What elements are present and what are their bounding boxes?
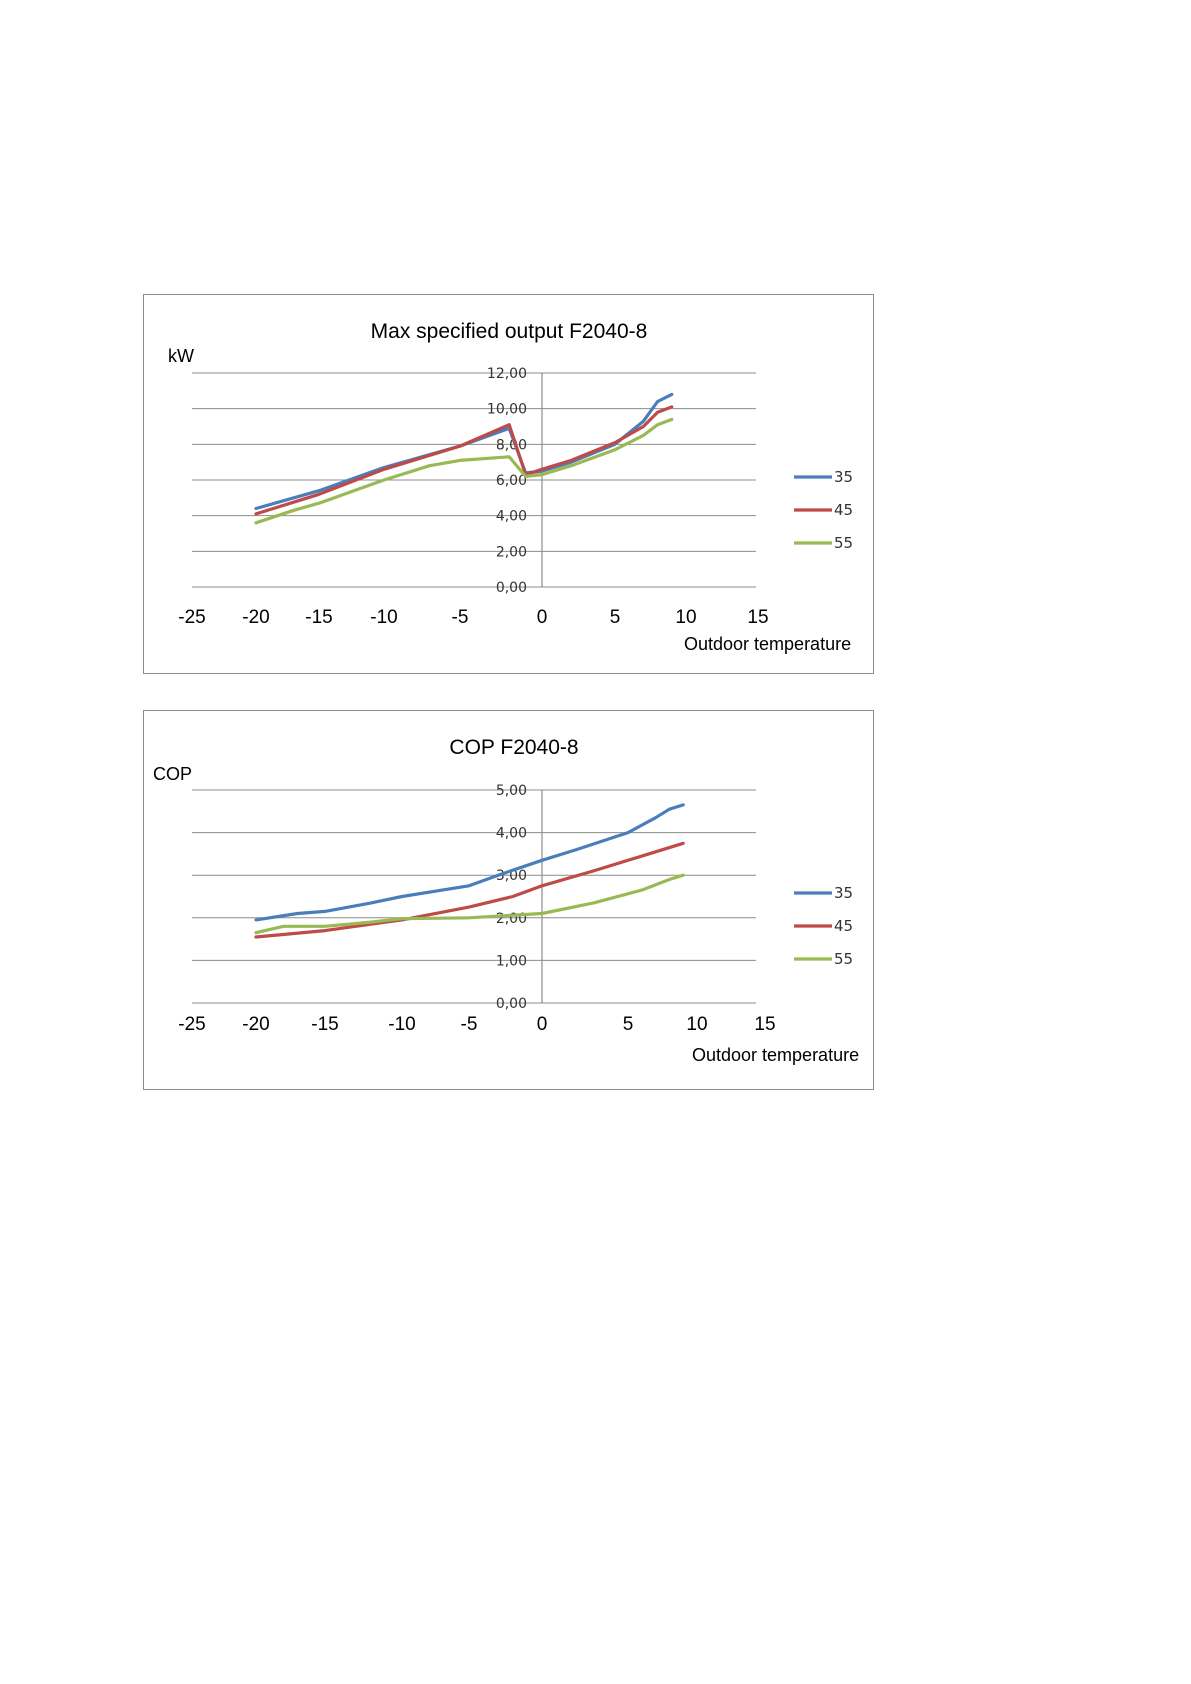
y-axis-label: COP [153, 764, 192, 784]
x-tick-label: 0 [537, 1014, 548, 1035]
x-tick-label: 5 [610, 607, 621, 628]
y-tick-label: 4,00 [496, 509, 527, 525]
x-axis-label: Outdoor temperature [692, 1045, 859, 1065]
x-tick-label: -20 [242, 1014, 269, 1035]
x-tick-label: -25 [178, 607, 205, 628]
x-tick-label: -10 [370, 607, 397, 628]
chart-max-output-plot: Max specified output F2040-8 kW Outdoor … [168, 320, 853, 654]
y-tick-label: 0,00 [496, 996, 527, 1012]
y-tick-label: 0,00 [496, 580, 527, 596]
plot-area: 0,00 2,00 4,00 6,00 8,00 10,00 12,00 -25 -20 -15 -… [178, 366, 853, 628]
x-tick-label: -10 [388, 1014, 415, 1035]
x-tick-label: -15 [311, 1014, 338, 1035]
x-tick-label: -5 [461, 1014, 478, 1035]
y-tick-label: 4,00 [496, 826, 527, 842]
x-axis-label: Outdoor temperature [684, 634, 851, 654]
series-line-55 [254, 417, 674, 525]
y-tick-label: 10,00 [487, 402, 527, 418]
series-line-45 [254, 841, 685, 939]
legend-label-45: 45 [834, 501, 853, 519]
legend-label-35: 35 [834, 468, 853, 486]
chart-cop-plot: COP F2040-8 COP Outdoor temperature 0,00… [153, 736, 859, 1065]
y-tick-label: 6,00 [496, 473, 527, 489]
series-line-45 [254, 405, 674, 516]
y-tick-label: 1,00 [496, 953, 527, 969]
x-tick-label: -25 [178, 1014, 205, 1035]
series-line-55 [254, 873, 685, 935]
x-tick-label: 15 [754, 1014, 775, 1035]
legend-label-55: 55 [834, 950, 853, 968]
x-tick-label: 5 [623, 1014, 634, 1035]
chart-cop: COP F2040-8 COP Outdoor temperature 0,00… [143, 710, 874, 1090]
y-tick-label: 2,00 [496, 544, 527, 560]
y-tick-label: 12,00 [487, 366, 527, 382]
legend-label-55: 55 [834, 534, 853, 552]
chart-max-output: Max specified output F2040-8 kW Outdoor … [143, 294, 874, 674]
series-line-35 [254, 803, 685, 922]
y-tick-label: 5,00 [496, 783, 527, 799]
x-tick-label: 10 [675, 607, 696, 628]
legend-label-45: 45 [834, 917, 853, 935]
x-tick-label: 10 [686, 1014, 707, 1035]
chart-title: Max specified output F2040-8 [371, 320, 648, 343]
y-axis-label: kW [168, 346, 194, 366]
y-tick-label: 8,00 [496, 437, 527, 453]
x-tick-label: -5 [452, 607, 469, 628]
x-tick-label: -15 [305, 607, 332, 628]
x-tick-label: 0 [537, 607, 548, 628]
legend-label-35: 35 [834, 884, 853, 902]
x-tick-label: 15 [747, 607, 768, 628]
x-tick-label: -20 [242, 607, 269, 628]
chart-title: COP F2040-8 [449, 736, 578, 759]
plot-area: 0,001,002,003,004,005,00-25 -20 -15 -10 -5 0 5… [178, 783, 853, 1035]
